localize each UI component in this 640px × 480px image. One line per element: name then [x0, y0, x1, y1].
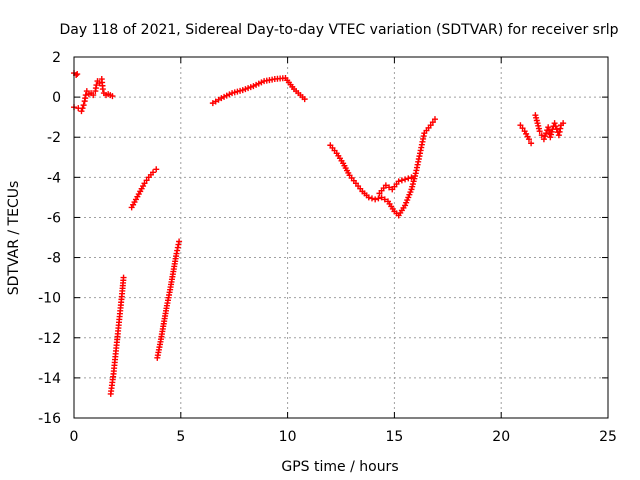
data-point: [109, 93, 116, 100]
y-tick-label: 0: [52, 90, 61, 106]
x-tick-label: 25: [599, 429, 617, 445]
data-point: [541, 133, 548, 140]
y-tick-label: -14: [38, 371, 61, 387]
x-tick-label: 15: [385, 429, 403, 445]
data-point: [79, 105, 86, 112]
data-point: [375, 195, 382, 202]
data-point: [405, 175, 412, 182]
data-point: [517, 122, 524, 129]
axis-ticks: 0 5 10 15 20 25 -16 -14 -12 -10 -8 -6 -4 -2 0 2: [38, 50, 617, 445]
data-point: [153, 166, 160, 173]
x-tick-label: 20: [492, 429, 510, 445]
data-point: [368, 195, 375, 202]
data-point: [365, 194, 372, 201]
data-point: [301, 96, 308, 103]
x-tick-label: 5: [176, 429, 185, 445]
y-tick-label: -6: [47, 210, 61, 226]
data-point: [525, 136, 532, 143]
data-point: [150, 169, 157, 176]
data-point: [429, 119, 436, 126]
data-point: [386, 184, 393, 191]
data-point: [82, 92, 89, 99]
x-tick-label: 10: [279, 429, 297, 445]
data-point: [99, 86, 106, 93]
data-point: [395, 178, 402, 185]
data-points: [71, 70, 567, 397]
data-point: [540, 136, 547, 143]
data-point: [381, 196, 388, 203]
y-tick-label: 2: [52, 50, 61, 66]
y-tick-label: -12: [38, 331, 61, 347]
data-point: [556, 128, 563, 135]
data-point: [408, 174, 415, 181]
y-tick-label: -8: [47, 251, 61, 267]
data-point: [555, 132, 562, 139]
data-point: [402, 176, 409, 183]
plot-frame: [73, 56, 609, 419]
grid: [74, 57, 608, 418]
data-point: [90, 92, 97, 99]
data-point: [176, 238, 183, 245]
data-point: [398, 177, 405, 184]
data-point: [519, 125, 526, 132]
y-tick-label: -2: [47, 130, 61, 146]
data-point: [528, 140, 535, 147]
x-tick-label: 0: [70, 429, 79, 445]
data-point: [83, 88, 90, 95]
data-point: [141, 180, 148, 187]
data-point: [551, 120, 558, 127]
y-axis-label: SDTVAR / TECUs: [6, 181, 22, 296]
data-point: [80, 102, 87, 109]
x-axis-label: GPS time / hours: [281, 459, 398, 475]
data-point: [552, 123, 559, 130]
chart-title: Day 118 of 2021, Sidereal Day-to-day VTE…: [59, 22, 618, 38]
data-point: [93, 82, 100, 89]
data-point: [536, 128, 543, 135]
data-point: [143, 177, 150, 184]
y-tick-label: -10: [38, 291, 61, 307]
data-point: [382, 182, 389, 189]
data-point: [538, 132, 545, 139]
data-point: [78, 108, 85, 115]
data-point: [378, 194, 385, 201]
y-tick-label: -4: [47, 170, 61, 186]
data-point: [372, 196, 379, 203]
data-point: [557, 125, 564, 132]
data-point: [545, 124, 552, 131]
data-point: [120, 274, 127, 281]
data-point: [431, 116, 438, 123]
data-point: [74, 71, 81, 78]
data-point: [560, 120, 567, 127]
y-tick-label: -16: [38, 411, 61, 427]
data-point: [427, 122, 434, 129]
